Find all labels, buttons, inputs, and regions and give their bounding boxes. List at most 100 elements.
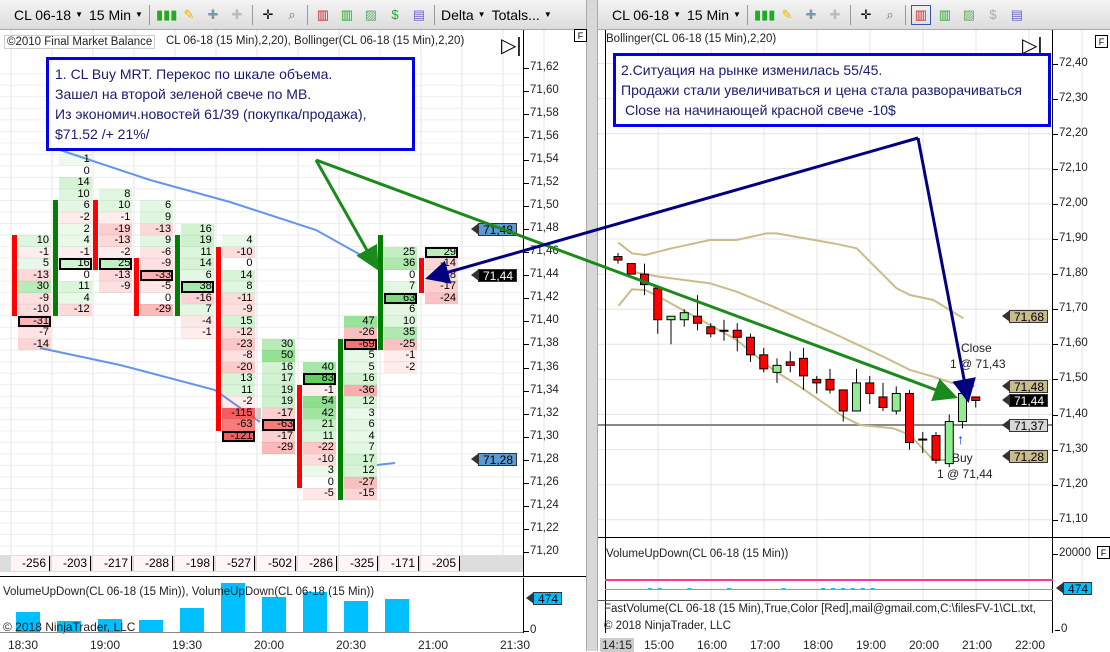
footprint-cell: -11: [221, 292, 255, 305]
footprint-cell: -8: [221, 350, 255, 362]
footprint-cell: -14: [425, 258, 458, 270]
volume-bar: [385, 599, 409, 632]
left-footprint-chart[interactable]: 71,62 71,60 71,58 71,56 71,54 71,52 71,50 71,48…: [0, 0, 586, 651]
price-tag: 71,28: [470, 453, 518, 467]
footprint-cell: -16: [180, 292, 214, 305]
price-axis-label: 71,58: [524, 107, 559, 120]
instrument-selector[interactable]: CL 06-18 ▼: [612, 7, 681, 23]
add-indicator-icon[interactable]: ✚: [207, 6, 219, 22]
divider: [148, 4, 150, 25]
price-axis-label: 71,28: [524, 452, 559, 465]
bars-icon[interactable]: ▥: [340, 6, 354, 22]
properties-icon[interactable]: ▤: [1010, 6, 1024, 22]
f-button-volume[interactable]: F: [1097, 546, 1110, 559]
time-label: 16:00: [697, 638, 728, 652]
footprint-cell: 12: [343, 396, 377, 408]
candle-body: [746, 336, 755, 356]
footprint-cell: 25: [99, 258, 133, 270]
footprint-bar: [296, 384, 302, 489]
footprint-cell: -1: [180, 327, 214, 339]
footprint-cell: -10: [221, 246, 255, 259]
footprint-cell: 19: [180, 235, 214, 247]
footprint-cell: 10: [58, 188, 92, 201]
totals-selector[interactable]: Totals... ▼: [492, 7, 552, 23]
footprint-cell: -17: [262, 407, 296, 420]
chart-trader-icon[interactable]: ▨: [962, 6, 976, 22]
footprint-cell: -19: [99, 223, 133, 236]
candle-body: [732, 329, 742, 338]
instrument-selector[interactable]: CL 06-18 ▼: [14, 7, 83, 23]
volume-tag: 474: [1055, 582, 1093, 595]
dollar-icon[interactable]: $: [989, 6, 997, 22]
footprint-cell: 11: [221, 384, 255, 397]
strategy-icon[interactable]: ✚: [231, 6, 243, 22]
interval-selector[interactable]: 15 Min ▼: [89, 7, 143, 23]
footprint-cell: 10: [99, 200, 133, 212]
footprint-cell: 6: [140, 200, 174, 212]
f-button[interactable]: F: [1095, 35, 1108, 48]
volume-zero-label: 0: [523, 624, 537, 636]
left-toolbar: CL 06-18 ▼ 15 Min ▼ ▮▮▮ ✎ ✚ ✚ ✛ ⌕ ▥ ▥ ▨ $ …: [0, 0, 588, 30]
delta-selector[interactable]: Delta ▼: [441, 7, 486, 23]
candle-body: [785, 361, 795, 366]
f-button[interactable]: F: [574, 29, 587, 42]
zoom-icon[interactable]: ⌕: [886, 6, 894, 22]
pencil-icon[interactable]: ✎: [183, 6, 195, 22]
pencil-icon[interactable]: ✎: [781, 6, 793, 22]
crosshair-icon[interactable]: ✛: [262, 6, 274, 22]
price-axis-label: 71,50: [524, 199, 559, 212]
scroll-to-end-icon[interactable]: ▷|: [1022, 35, 1043, 57]
footprint-cell: -63: [262, 419, 296, 431]
chart-trader-icon[interactable]: ▨: [364, 6, 378, 22]
time-label: 19:30: [172, 638, 203, 652]
delta-total: -527: [216, 556, 255, 571]
bollinger-upper-line: [617, 232, 964, 320]
panel-splitter[interactable]: [586, 0, 598, 651]
dollar-icon[interactable]: $: [391, 6, 399, 22]
chevron-down-icon: ▼: [477, 10, 486, 19]
footprint-cell: -26: [343, 327, 377, 339]
volume-tag: 474: [525, 592, 563, 605]
footprint-bar: [215, 246, 221, 431]
footprint-cell: -2: [99, 246, 133, 259]
right-toolbar: CL 06-18 ▼ 15 Min ▼ ▮▮▮ ✎ ✚ ✚ ✛ ⌕ ▥ ▥ ▨ $ …: [598, 0, 1110, 30]
candle-body: [812, 378, 822, 384]
divider: [251, 4, 253, 25]
divider: [904, 4, 906, 25]
crosshair-icon[interactable]: ✛: [860, 6, 872, 22]
crosshair-line: [605, 30, 606, 633]
orderflow-icon[interactable]: ▥: [910, 4, 931, 25]
footprint-cell: -63: [221, 419, 255, 431]
footprint-cell: -10: [18, 304, 51, 316]
chart-style-icon[interactable]: ▮▮▮: [753, 6, 776, 22]
footprint-cell: 0: [140, 292, 174, 305]
divider: [746, 4, 748, 25]
chevron-down-icon: ▼: [733, 10, 741, 19]
footprint-cell: 21: [302, 419, 336, 431]
price-axis-line: [523, 30, 524, 576]
scroll-to-end-icon[interactable]: ▷|: [501, 35, 522, 57]
bars-icon[interactable]: ▥: [938, 6, 952, 22]
note-line: Close на начинающей красной свече -10$: [625, 102, 896, 118]
price-axis-line: [1052, 30, 1053, 633]
time-label: 21:00: [962, 638, 993, 652]
footprint-cell: -31: [18, 315, 51, 328]
footprint-cell: -115: [221, 407, 255, 420]
delta-total: -171: [380, 556, 419, 571]
footprint-cell: -10: [302, 453, 336, 466]
strategy-icon[interactable]: ✚: [829, 6, 841, 22]
delta-total: -256: [11, 556, 50, 571]
buy-detail: 1 @ 71,44: [937, 467, 993, 481]
candle-body: [706, 326, 716, 335]
interval-label: 15 Min: [89, 6, 132, 23]
add-indicator-icon[interactable]: ✚: [805, 6, 817, 22]
footprint-bar: [52, 200, 58, 316]
volume-title: VolumeUpDown(CL 06-18 (15 Min)): [606, 548, 789, 560]
panel-divider: [598, 537, 1110, 538]
zoom-icon[interactable]: ⌕: [288, 6, 296, 22]
properties-icon[interactable]: ▤: [412, 6, 426, 22]
orderflow-icon[interactable]: ▥: [316, 6, 330, 22]
interval-selector[interactable]: 15 Min ▼: [687, 7, 741, 23]
chart-style-icon[interactable]: ▮▮▮: [155, 6, 178, 22]
candle-body: [653, 287, 663, 321]
